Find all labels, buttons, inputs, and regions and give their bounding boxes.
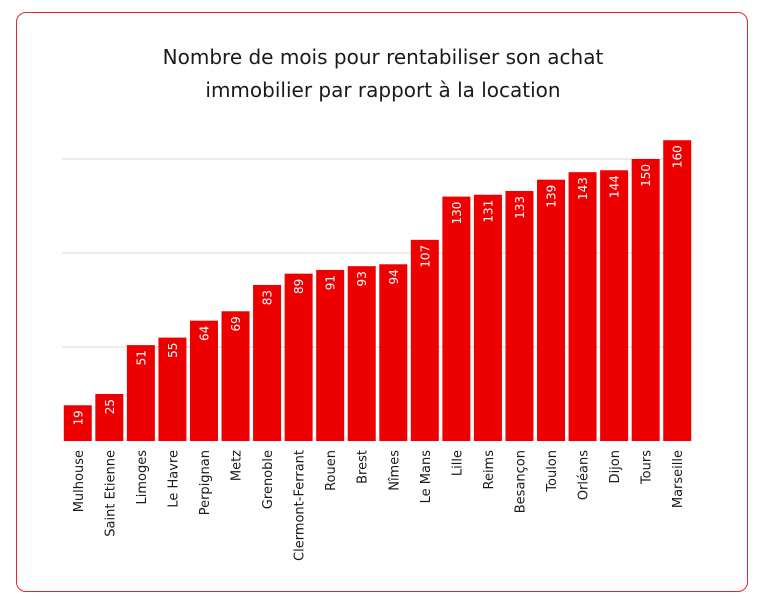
bar-value-label: 94 <box>387 269 401 284</box>
category-tick-label: Orléans <box>577 450 592 500</box>
category-tick-label: Lille <box>450 450 465 476</box>
category-tick-label: Perpignan <box>198 450 213 515</box>
bar-value-label: 19 <box>71 410 85 425</box>
category-tick-label: Reims <box>482 450 497 490</box>
bar-value-label: 143 <box>576 177 590 200</box>
category-tick-label: Dijon <box>608 450 623 483</box>
category-tick-label: Le Mans <box>419 450 434 504</box>
bar <box>347 266 376 441</box>
bar <box>95 394 124 441</box>
bar-value-label: 69 <box>229 316 243 331</box>
bar <box>442 196 471 441</box>
bar <box>379 264 408 441</box>
bar <box>537 179 566 441</box>
category-tick-label: Le Havre <box>166 450 181 508</box>
bar-value-label: 83 <box>261 290 275 305</box>
category-tick-label: Metz <box>230 450 245 481</box>
bar <box>284 273 313 441</box>
category-tick-label: Toulon <box>545 450 560 493</box>
bar <box>568 172 597 441</box>
bar-value-label: 139 <box>545 185 559 208</box>
bar-value-label: 89 <box>292 279 306 294</box>
bar <box>473 194 502 441</box>
bar-value-label: 55 <box>166 343 180 358</box>
category-tick-label: Mulhouse <box>72 450 87 512</box>
bar <box>158 337 187 441</box>
category-tick-label: Marseille <box>671 450 686 508</box>
bar <box>316 269 345 441</box>
category-tick-label: Besançon <box>513 450 528 513</box>
bar <box>189 320 218 441</box>
bar <box>126 345 155 441</box>
bar <box>505 190 534 441</box>
category-tick-label: Saint Etienne <box>103 450 118 537</box>
bar-value-label: 131 <box>481 200 495 223</box>
bar-value-label: 64 <box>197 326 211 341</box>
bar-value-label: 25 <box>103 399 117 414</box>
chart-title-line-2: immobilier par rapport à la location <box>205 78 561 102</box>
bar-value-label: 130 <box>450 202 464 225</box>
bar <box>663 140 692 441</box>
chart-title-line-1: Nombre de mois pour rentabiliser son ach… <box>162 45 604 69</box>
bar-value-label: 91 <box>324 275 338 290</box>
bar <box>631 159 660 441</box>
category-tick-label: Brest <box>356 450 371 484</box>
category-tick-label: Grenoble <box>261 450 276 509</box>
category-tick-label: Clermont-Ferrant <box>293 450 308 561</box>
bar-value-label: 107 <box>418 245 432 268</box>
category-tick-label: Tours <box>640 450 655 485</box>
bar-value-label: 150 <box>639 164 653 187</box>
bar-value-label: 133 <box>513 196 527 219</box>
category-tick-label: Limoges <box>135 450 150 505</box>
bar <box>221 311 250 441</box>
bar-value-label: 160 <box>671 145 685 168</box>
bar-value-label: 144 <box>608 175 622 198</box>
chart-title: Nombre de mois pour rentabiliser son ach… <box>17 41 749 107</box>
bar-value-label: 51 <box>134 350 148 365</box>
category-tick-label: Nîmes <box>387 450 402 491</box>
bar-value-label: 93 <box>355 271 369 286</box>
category-tick-label: Rouen <box>324 450 339 491</box>
bar <box>63 405 92 441</box>
bar <box>600 170 629 441</box>
bar <box>253 284 282 441</box>
bar <box>410 239 439 441</box>
